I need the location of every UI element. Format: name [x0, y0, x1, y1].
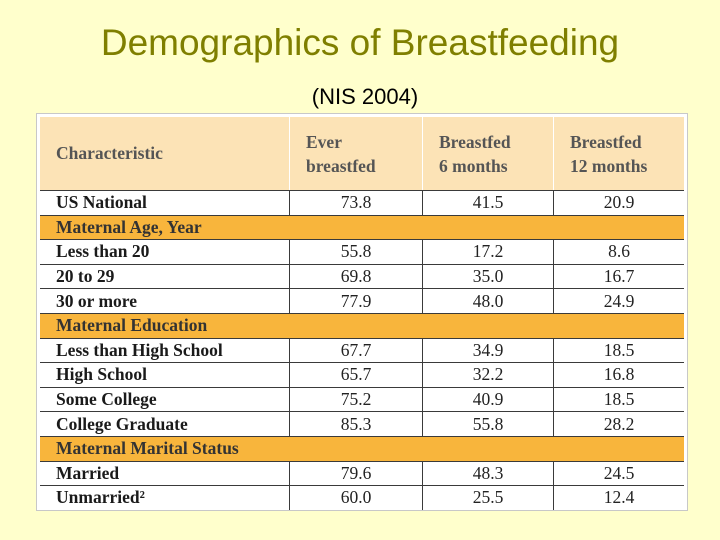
ever-breastfed-value: 60.0	[289, 486, 422, 510]
breastfed-12-months-value: 8.6	[553, 240, 684, 264]
breastfed-6-months-value: 55.8	[422, 412, 553, 436]
breastfed-12-months-value: 18.5	[553, 338, 684, 363]
row-label: Less than 20	[56, 241, 150, 262]
row-divider	[40, 313, 684, 314]
table-header-row: Characteristic Ever breastfed Breastfed …	[40, 117, 684, 190]
row-label: Some College	[56, 389, 157, 410]
row-divider	[40, 263, 684, 265]
row-divider	[40, 436, 684, 437]
data-table-frame: Characteristic Ever breastfed Breastfed …	[36, 113, 688, 511]
breastfed-6-months-value: 48.0	[422, 289, 553, 313]
breastfed-12-months-value: 28.2	[553, 412, 684, 436]
row-label: High School	[56, 364, 147, 385]
row-divider	[40, 411, 684, 413]
page-title: Demographics of Breastfeeding	[100, 22, 620, 63]
ever-breastfed-value: 79.6	[289, 461, 422, 486]
row-label: College Graduate	[56, 413, 188, 434]
row-label: US National	[56, 192, 147, 213]
header-breastfed-12-months: Breastfed 12 months	[553, 117, 684, 190]
header-breastfed-6-months: Breastfed 6 months	[422, 117, 553, 190]
table-row: 20 to 29 69.8 35.0 16.7	[40, 264, 684, 289]
ever-breastfed-value: 85.3	[289, 412, 422, 436]
page-subtitle: (NIS 2004)	[311, 84, 419, 109]
row-label: Married	[56, 462, 120, 483]
row-divider	[40, 460, 684, 462]
table-row: College Graduate 85.3 55.8 28.2	[40, 412, 684, 436]
breastfed-6-months-value: 41.5	[422, 191, 553, 215]
breastfed-12-months-value: 16.7	[553, 264, 684, 289]
table-row: 30 or more 77.9 48.0 24.9	[40, 289, 684, 313]
table-row: Some College 75.2 40.9 18.5	[40, 387, 684, 412]
row-divider	[40, 362, 684, 364]
breastfed-6-months-value: 17.2	[422, 240, 553, 264]
header-characteristic: Characteristic	[56, 143, 163, 163]
ever-breastfed-value: 77.9	[289, 289, 422, 313]
row-label: 20 to 29	[56, 266, 115, 287]
table-row: High School 65.7 32.2 16.8	[40, 363, 684, 387]
row-divider	[40, 337, 684, 339]
table-section-row: Maternal Education	[40, 314, 684, 338]
table-row: Married 79.6 48.3 24.5	[40, 461, 684, 486]
row-label: 30 or more	[56, 290, 137, 311]
ever-breastfed-value: 55.8	[289, 240, 422, 264]
section-label: Maternal Marital Status	[56, 438, 239, 459]
row-divider	[40, 485, 684, 487]
ever-breastfed-value: 73.8	[289, 191, 422, 215]
row-divider	[40, 214, 684, 216]
breastfed-12-months-value: 24.5	[553, 461, 684, 486]
ever-breastfed-value: 75.2	[289, 387, 422, 412]
row-divider	[40, 190, 684, 191]
breastfed-6-months-value: 34.9	[422, 338, 553, 363]
breastfed-6-months-value: 25.5	[422, 486, 553, 510]
breastfed-12-months-value: 16.8	[553, 363, 684, 387]
breastfed-12-months-value: 18.5	[553, 387, 684, 412]
breastfed-6-months-value: 40.9	[422, 387, 553, 412]
ever-breastfed-value: 65.7	[289, 363, 422, 387]
row-divider	[40, 239, 684, 241]
section-label: Maternal Age, Year	[56, 216, 202, 237]
data-table: Characteristic Ever breastfed Breastfed …	[40, 117, 684, 510]
header-ever-breastfed: Ever breastfed	[289, 117, 422, 190]
ever-breastfed-value: 69.8	[289, 264, 422, 289]
breastfed-12-months-value: 24.9	[553, 289, 684, 313]
table-row: Less than 20 55.8 17.2 8.6	[40, 240, 684, 264]
table-section-row: Maternal Age, Year	[40, 215, 684, 240]
row-label: Unmarried²	[56, 487, 145, 508]
breastfed-6-months-value: 48.3	[422, 461, 553, 486]
section-label: Maternal Education	[56, 315, 208, 336]
breastfed-6-months-value: 35.0	[422, 264, 553, 289]
table-row: Unmarried² 60.0 25.5 12.4	[40, 486, 684, 510]
table-section-row: Maternal Marital Status	[40, 437, 684, 461]
breastfed-12-months-value: 12.4	[553, 486, 684, 510]
row-divider	[40, 288, 684, 290]
breastfed-12-months-value: 20.9	[553, 191, 684, 215]
table-row: Less than High School 67.7 34.9 18.5	[40, 338, 684, 363]
row-label: Less than High School	[56, 339, 223, 360]
table-row: US National 73.8 41.5 20.9	[40, 191, 684, 215]
row-divider	[40, 386, 684, 388]
ever-breastfed-value: 67.7	[289, 338, 422, 363]
breastfed-6-months-value: 32.2	[422, 363, 553, 387]
